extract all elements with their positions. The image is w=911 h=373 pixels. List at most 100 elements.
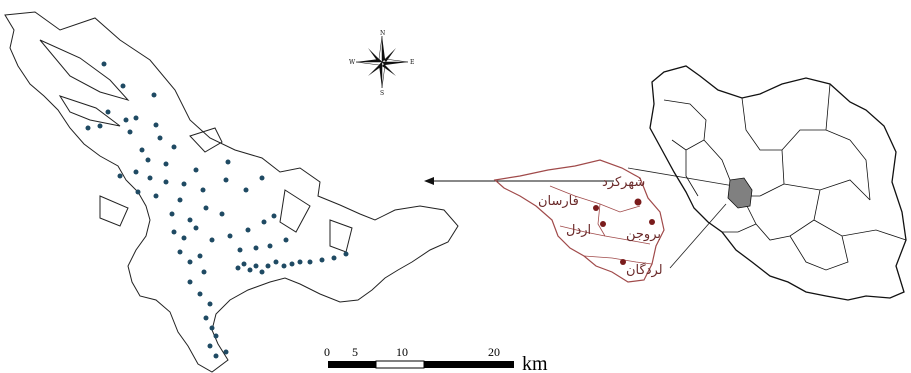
sample-point [271, 213, 277, 219]
sample-point [259, 175, 265, 181]
sample-point [169, 211, 175, 217]
sample-point [261, 219, 267, 225]
sample-point [203, 315, 209, 321]
study-area-map [4, 11, 459, 373]
compass-rose-icon: N S E W [349, 30, 414, 97]
sample-point [207, 343, 213, 349]
sample-point [147, 175, 153, 181]
city-label-lordegan: لردگان [626, 262, 663, 278]
sample-point [283, 237, 289, 243]
sample-point [193, 167, 199, 173]
sample-point [307, 259, 313, 265]
iran-outline [649, 65, 907, 301]
sample-point [259, 269, 265, 275]
sample-point [177, 197, 183, 203]
city-dot-shahrekord [634, 198, 642, 206]
city-label-shahrekord: شهرکرد [602, 175, 645, 190]
city-dot-farsan [593, 205, 599, 211]
highlighted-province [727, 177, 753, 209]
sample-point [209, 237, 215, 243]
sample-point [153, 193, 159, 199]
sample-point [197, 253, 203, 259]
leader-line [627, 167, 735, 187]
scale-tick-5: 5 [352, 345, 358, 359]
sample-point [117, 173, 123, 179]
scale-bar: 0 5 10 20 km [324, 345, 548, 373]
study-area-outline [4, 11, 459, 373]
sample-point [163, 161, 169, 167]
sample-point [163, 179, 169, 185]
sample-point [203, 205, 209, 211]
sample-point [145, 157, 151, 163]
study-area-inlet [189, 127, 223, 153]
sample-point [133, 115, 139, 121]
study-area-inlet [39, 39, 130, 101]
sample-point [247, 267, 253, 273]
pointer-arrow-head [424, 177, 434, 185]
sample-point [225, 159, 231, 165]
sample-point [209, 325, 215, 331]
sample-point [139, 147, 145, 153]
sample-point [97, 123, 103, 129]
sample-point [223, 349, 229, 355]
sample-point [343, 251, 349, 257]
sample-point [193, 225, 199, 231]
sample-point [213, 333, 219, 339]
sample-point [101, 61, 107, 67]
sample-point [133, 169, 139, 175]
sample-point [267, 243, 273, 249]
sample-point [237, 247, 243, 253]
sample-point [187, 259, 193, 265]
sample-point [200, 187, 206, 193]
city-dot-ardal [600, 221, 606, 227]
city-label-ardal: اردل [566, 223, 591, 238]
scale-segment [424, 361, 514, 368]
sample-point [171, 144, 177, 150]
sample-point [281, 263, 287, 269]
sample-point [151, 92, 157, 98]
county-boundary [597, 203, 606, 237]
compass-north-label: N [380, 30, 385, 37]
sample-point [331, 255, 337, 261]
sample-point [273, 259, 279, 265]
sample-point [235, 265, 241, 271]
scale-tick-10: 10 [396, 345, 408, 359]
sample-point [153, 122, 159, 128]
sample-point [253, 263, 259, 269]
sample-point [223, 177, 229, 183]
compass-south-label: S [380, 90, 384, 97]
sample-point [289, 261, 295, 267]
sample-point [127, 129, 133, 135]
sample-point [243, 187, 249, 193]
sample-point [219, 211, 225, 217]
sample-point [120, 83, 126, 89]
province-map: شهرکرد فارسان اردل بروجن لردگان [493, 159, 665, 283]
sample-point [171, 229, 177, 235]
sample-point [187, 217, 193, 223]
sample-point [245, 227, 251, 233]
scale-segment [328, 361, 376, 368]
sample-points [85, 61, 349, 359]
scale-unit: km [522, 353, 548, 373]
compass-east-label: E [410, 59, 414, 66]
sample-point [297, 259, 303, 265]
sample-point [227, 233, 233, 239]
sample-point [265, 263, 271, 269]
province-outline [493, 159, 665, 283]
scale-tick-0: 0 [324, 345, 330, 359]
sample-point [201, 269, 207, 275]
sample-point [181, 235, 187, 241]
sample-point [207, 301, 213, 307]
sample-point [177, 249, 183, 255]
city-label-farsan: فارسان [538, 194, 579, 209]
sample-point [181, 181, 187, 187]
sample-point [85, 125, 91, 131]
city-dot-lordegan [620, 259, 626, 265]
sample-point [123, 117, 129, 123]
sample-point [319, 257, 325, 263]
sample-point [253, 245, 259, 251]
sample-point [197, 291, 203, 297]
study-area-inlet [329, 219, 353, 253]
compass-west-label: W [349, 59, 356, 66]
